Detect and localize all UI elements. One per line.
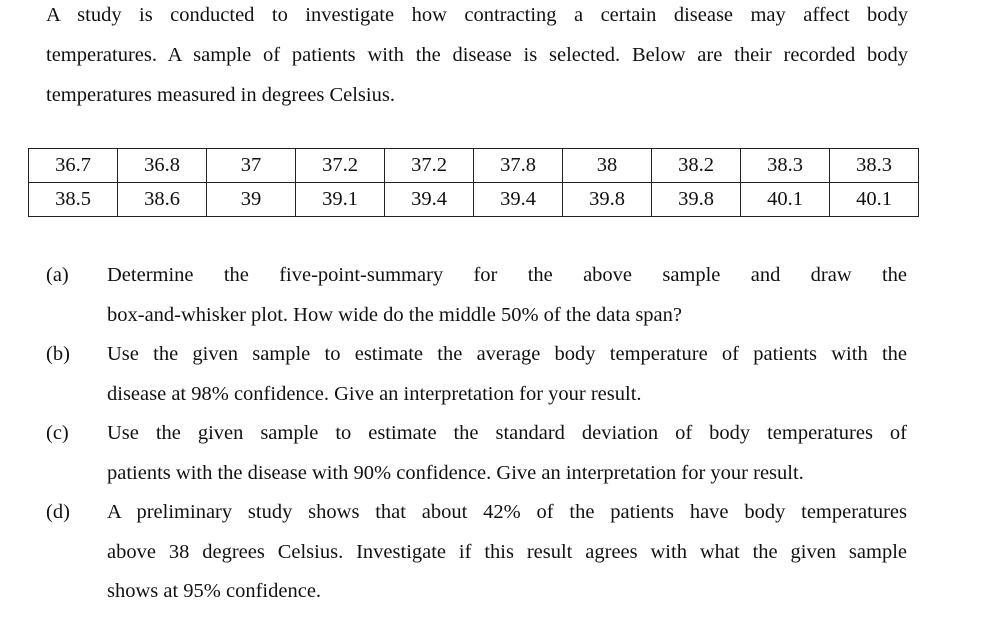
- table-cell: 39: [206, 182, 296, 217]
- table-cell: 38.2: [651, 148, 741, 183]
- question-a-line: box-and-whisker plot. How wide do the mi…: [107, 304, 683, 326]
- table-cell: 38: [562, 148, 652, 183]
- table-cell: 38.3: [829, 148, 919, 183]
- table-cell: 37.2: [295, 148, 385, 183]
- table-cell: 36.7: [28, 148, 118, 183]
- intro-line: temperatures. A sample of patients with …: [46, 44, 908, 66]
- table-cell: 37.8: [473, 148, 563, 183]
- table-cell: 39.4: [384, 182, 474, 217]
- question-c-line: patients with the disease with 90% confi…: [107, 462, 804, 484]
- question-b-line: Use the given sample to estimate the ave…: [107, 343, 907, 365]
- question-a-line: Determine the five-point-summary for the…: [107, 264, 907, 286]
- question-d-line: A preliminary study shows that about 42%…: [107, 501, 907, 523]
- table-row: 36.7 36.8 37 37.2 37.2 37.8 38 38.2 38.3…: [28, 148, 919, 183]
- question-d-line: above 38 degrees Celsius. Investigate if…: [107, 541, 907, 563]
- table-cell: 37.2: [384, 148, 474, 183]
- temperature-table: 36.7 36.8 37 37.2 37.2 37.8 38 38.2 38.3…: [28, 148, 919, 217]
- table-cell: 38.5: [28, 182, 118, 217]
- question-b-line: disease at 98% confidence. Give an inter…: [107, 383, 642, 405]
- table-cell: 40.1: [740, 182, 830, 217]
- question-c-line: Use the given sample to estimate the sta…: [107, 422, 907, 444]
- table-cell: 38.6: [117, 182, 207, 217]
- question-label-c: (c): [46, 422, 69, 444]
- table-cell: 39.4: [473, 182, 563, 217]
- table-cell: 39.8: [562, 182, 652, 217]
- table-cell: 40.1: [829, 182, 919, 217]
- table-cell: 38.3: [740, 148, 830, 183]
- table-cell: 37: [206, 148, 296, 183]
- table-cell: 39.8: [651, 182, 741, 217]
- table-row: 38.5 38.6 39 39.1 39.4 39.4 39.8 39.8 40…: [28, 182, 919, 217]
- table-cell: 36.8: [117, 148, 207, 183]
- table-cell: 39.1: [295, 182, 385, 217]
- intro-line: A study is conducted to investigate how …: [46, 4, 908, 26]
- question-label-b: (b): [46, 343, 70, 365]
- question-d-line: shows at 95% confidence.: [107, 580, 322, 602]
- intro-line: temperatures measured in degrees Celsius…: [46, 84, 395, 106]
- question-label-a: (a): [46, 264, 69, 286]
- question-label-d: (d): [46, 501, 70, 523]
